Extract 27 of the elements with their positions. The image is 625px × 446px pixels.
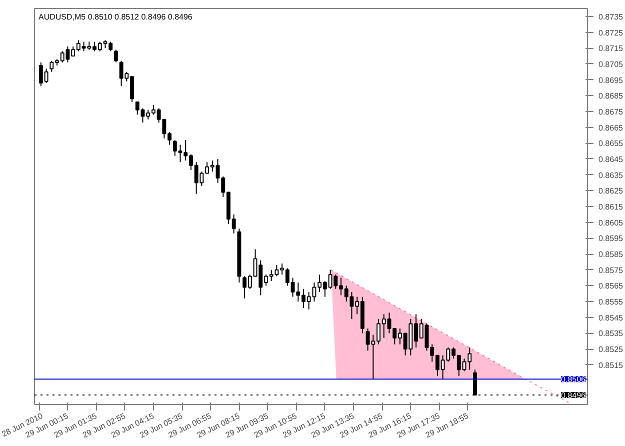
y-tick-label: 0.8595 <box>598 234 624 244</box>
text: AUDUSD,M5 0.8510 0.8512 0.8496 0.8496 <box>38 12 193 22</box>
y-tick-label: 0.8535 <box>598 329 624 338</box>
y-tick-label: 0.8625 <box>598 186 624 196</box>
y-tick-label: 0.8735 <box>598 12 624 22</box>
y-tick-label: 0.8585 <box>598 250 624 260</box>
y-tick-label: 0.8525 <box>598 345 624 354</box>
y-tick-label: 0.8715 <box>598 44 624 54</box>
y-tick-label: 0.8705 <box>598 60 624 69</box>
y-tick-label: 0.8565 <box>598 282 624 291</box>
y-tick-label: 0.8675 <box>598 107 624 116</box>
ref-line-label: 0.8506 <box>561 375 586 384</box>
y-tick-label: 0.8555 <box>598 298 624 307</box>
y-tick-label: 0.8665 <box>598 123 624 132</box>
y-tick-label: 0.8645 <box>598 154 624 164</box>
y-tick-label: 0.8725 <box>598 28 624 38</box>
candlestick <box>114 49 118 63</box>
y-tick-label: 0.8685 <box>598 92 624 101</box>
y-tick-label: 0.8605 <box>598 218 624 228</box>
y-tick-label: 0.8515 <box>598 360 624 370</box>
y-tick-label: 0.8575 <box>598 266 624 275</box>
y-tick-label: 0.8655 <box>598 139 624 148</box>
y-tick-label: 0.8635 <box>598 170 624 180</box>
y-tick-label: 0.8695 <box>598 76 624 85</box>
ref-line-label: 0.8496 <box>561 390 586 400</box>
y-tick-label: 0.8545 <box>598 313 624 322</box>
y-tick-label: 0.8615 <box>598 202 624 212</box>
